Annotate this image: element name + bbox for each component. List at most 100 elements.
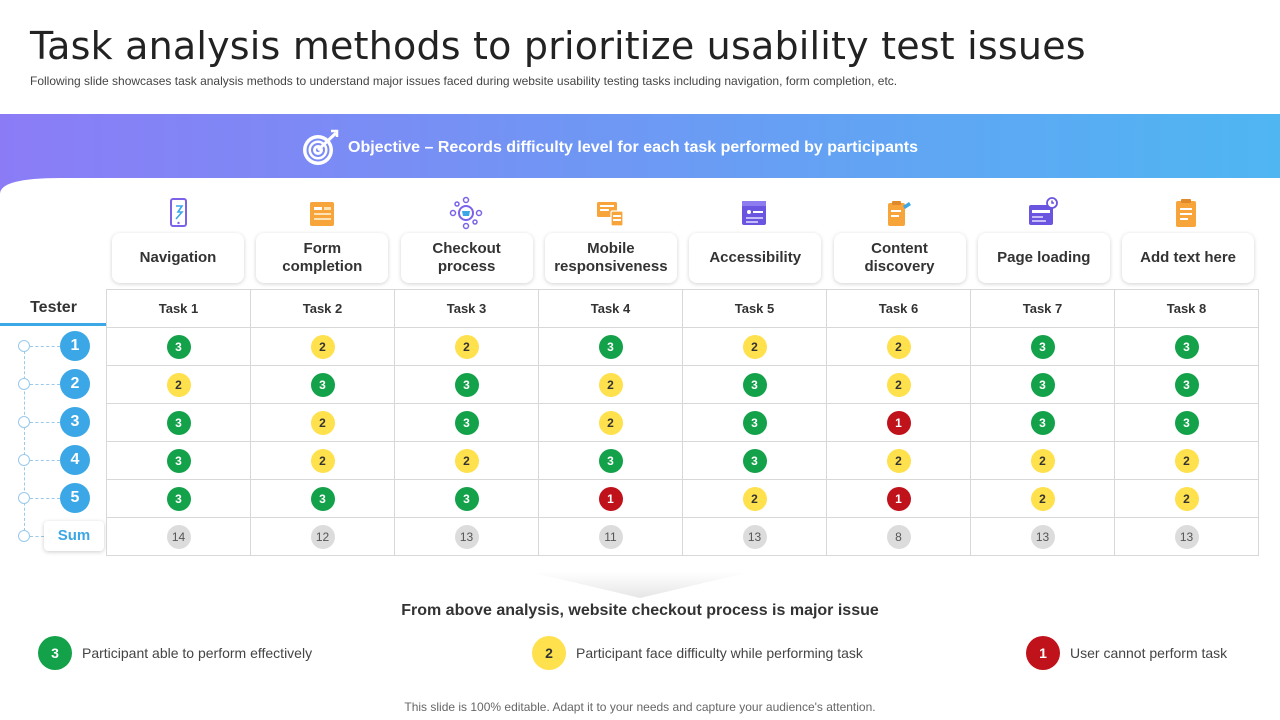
table-row: 2 3 3 2 3 2 3 3: [106, 365, 1259, 404]
table-row: 3 2 2 3 3 2 2 2: [106, 441, 1259, 480]
accessibility-window-icon: [742, 201, 766, 225]
chevron-right-icon: [18, 378, 30, 390]
score-badge: 3: [310, 372, 335, 397]
chevron-right-icon: [18, 530, 30, 542]
score-badge: 2: [886, 372, 911, 397]
score-cell: 3: [394, 365, 539, 404]
score-cell: 3: [682, 403, 827, 442]
score-badge: 2: [1174, 486, 1199, 511]
sum-badge: 12: [310, 524, 335, 549]
score-cell: 3: [250, 479, 395, 518]
phone-icon: [170, 198, 187, 227]
task-header: Task 8: [1114, 289, 1259, 328]
task-header: Task 5: [682, 289, 827, 328]
category-card: Content discovery: [833, 233, 966, 283]
score-badge: 3: [742, 410, 767, 435]
sum-row-label: Sum: [18, 521, 108, 551]
sum-row: 14 12 13 11 13 8 13 13: [106, 517, 1259, 556]
category-card: Accessibility: [689, 233, 822, 283]
score-cell: 2: [394, 327, 539, 366]
category-card: Checkout process: [400, 233, 533, 283]
category-card: Form completion: [256, 233, 389, 283]
chevron-right-icon: [18, 416, 30, 428]
tester-row-label: 5: [18, 483, 108, 513]
score-cell: 3: [970, 327, 1115, 366]
score-badge: 2: [886, 334, 911, 359]
category-card: Navigation: [112, 233, 244, 283]
sum-cell: 12: [250, 517, 395, 556]
score-badge: 2: [1030, 448, 1055, 473]
score-badge: 2: [310, 448, 335, 473]
score-cell: 3: [1114, 403, 1259, 442]
objective: Objective – Records difficulty level for…: [300, 126, 918, 170]
tester-row-label: 3: [18, 407, 108, 437]
devices-icon: [597, 202, 624, 227]
legend-label: User cannot perform task: [1070, 645, 1228, 661]
score-cell: 2: [826, 365, 971, 404]
tester-number: 1: [60, 331, 90, 361]
connector-dash: [30, 346, 60, 347]
objective-banner: [0, 114, 1280, 194]
sum-badge: 8: [886, 524, 911, 549]
objective-text: Objective – Records difficulty level for…: [348, 139, 918, 156]
score-cell: 2: [250, 327, 395, 366]
score-cell: 2: [826, 327, 971, 366]
sum-cell: 14: [106, 517, 251, 556]
score-badge: 2: [742, 486, 767, 511]
score-badge: 3: [1030, 410, 1055, 435]
page-subtitle: Following slide showcases task analysis …: [30, 74, 898, 88]
connector-dash: [30, 422, 60, 423]
sum-cell: 8: [826, 517, 971, 556]
score-cell: 2: [538, 403, 683, 442]
sum-badge: 13: [1174, 524, 1199, 549]
score-badge: 3: [454, 410, 479, 435]
table-row: 3 2 3 2 3 1 3 3: [106, 403, 1259, 442]
score-badge: 3: [310, 486, 335, 511]
sum-badge: 13: [742, 524, 767, 549]
category-card: Page loading: [977, 233, 1110, 283]
footer-note: This slide is 100% editable. Adapt it to…: [404, 700, 876, 714]
task-header: Task 1: [106, 289, 251, 328]
score-cell: 3: [538, 441, 683, 480]
table-row: 3 3 3 1 2 1 2 2: [106, 479, 1259, 518]
score-cell: 2: [1114, 441, 1259, 480]
task-header: Task 2: [250, 289, 395, 328]
score-cell: 3: [1114, 365, 1259, 404]
score-cell: 2: [538, 365, 683, 404]
score-cell: 3: [394, 403, 539, 442]
content-clipboard-icon: [888, 201, 911, 226]
checkout-network-icon: [449, 196, 483, 230]
sum-badge: 14: [166, 524, 191, 549]
score-cell: 3: [106, 327, 251, 366]
score-badge: 2: [886, 448, 911, 473]
score-badge: 2: [598, 410, 623, 435]
score-badge: 2: [598, 372, 623, 397]
score-cell: 1: [826, 479, 971, 518]
sum-cell: 13: [682, 517, 827, 556]
tester-row-label: 2: [18, 369, 108, 399]
score-badge: 3: [166, 410, 191, 435]
score-cell: 2: [106, 365, 251, 404]
chevron-right-icon: [18, 340, 30, 352]
task-header: Task 7: [970, 289, 1115, 328]
tester-column-header: Tester: [0, 290, 107, 326]
chevron-right-icon: [18, 454, 30, 466]
score-cell: 3: [970, 403, 1115, 442]
sum-cell: 13: [394, 517, 539, 556]
score-cell: 2: [826, 441, 971, 480]
score-cell: 2: [250, 403, 395, 442]
sum-badge: 13: [454, 524, 479, 549]
score-badge: 3: [166, 334, 191, 359]
score-cell: 2: [1114, 479, 1259, 518]
legend-swatch: 3: [38, 636, 72, 670]
task-header: Task 4: [538, 289, 683, 328]
score-cell: 3: [970, 365, 1115, 404]
score-badge: 1: [598, 486, 623, 511]
score-cell: 3: [538, 327, 683, 366]
table-row: 3 2 2 3 2 2 3 3: [106, 327, 1259, 366]
target-icon: [303, 129, 339, 165]
tester-number: 2: [60, 369, 90, 399]
score-badge: 3: [166, 448, 191, 473]
category-card: Mobile responsiveness: [544, 233, 677, 283]
